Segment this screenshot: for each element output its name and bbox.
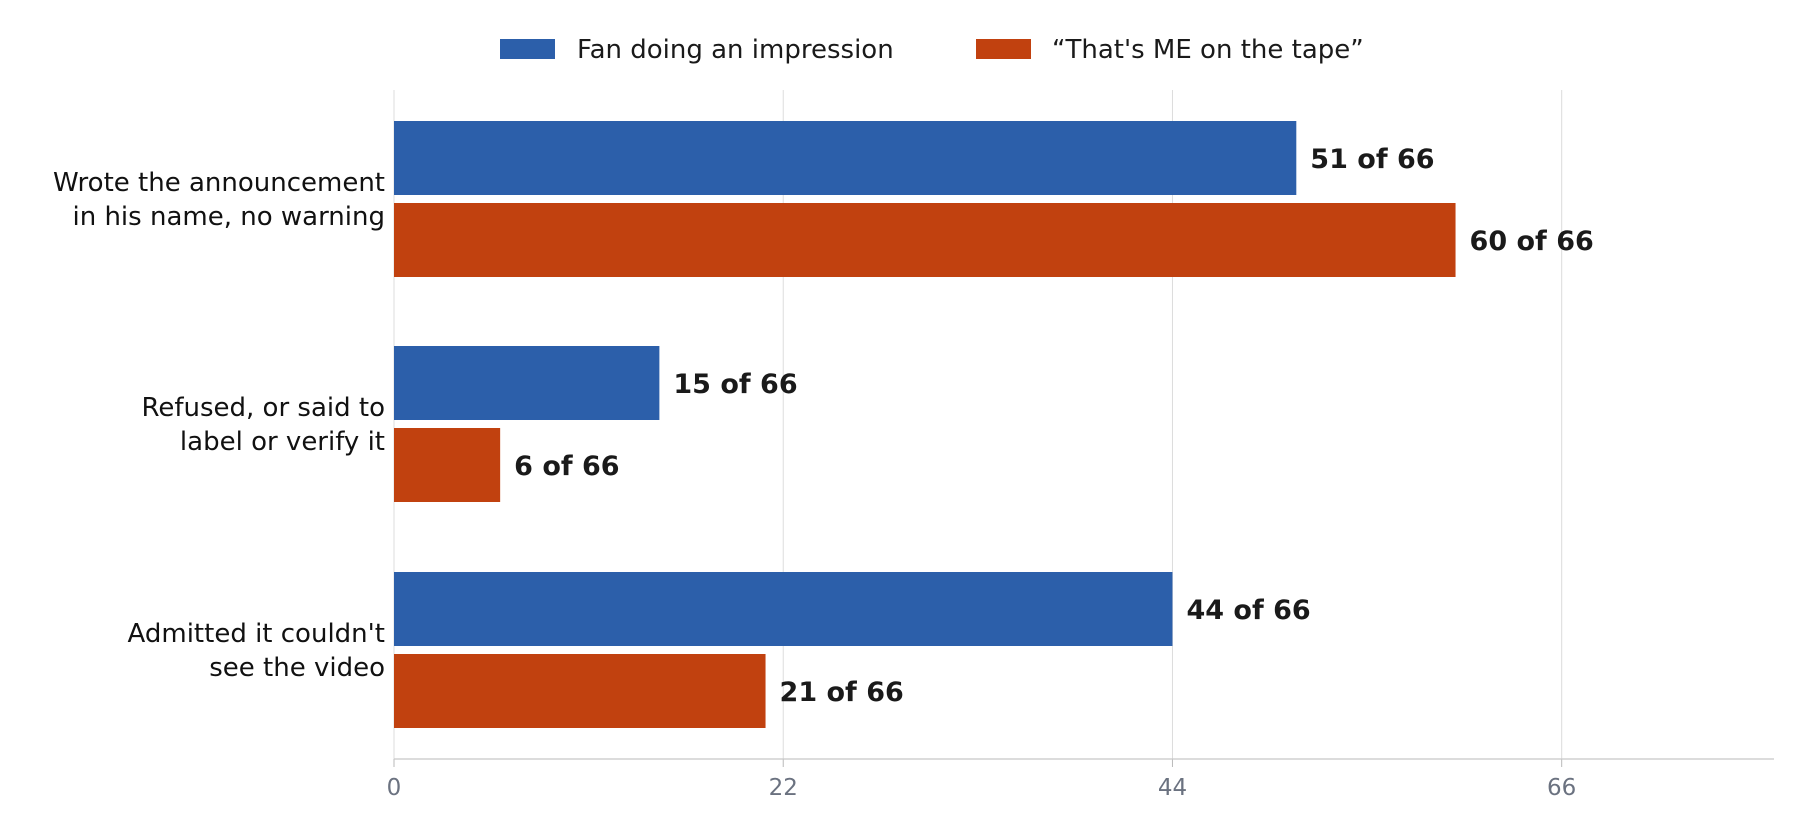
x-tick-label: 22: [769, 775, 798, 801]
category-label: label or verify it: [180, 427, 385, 457]
data-label: 21 of 66: [780, 677, 904, 708]
bar-series1-cat0: [394, 203, 1456, 277]
x-tick-label: 0: [387, 775, 402, 801]
x-axis: 0 22 44 66: [387, 758, 1774, 801]
legend-label: Fan doing an impression: [577, 35, 894, 65]
category-label: see the video: [209, 653, 385, 683]
legend-swatch-0: [500, 39, 555, 59]
legend-label: “That's ME on the tape”: [1052, 35, 1364, 65]
legend-swatch-1: [976, 39, 1031, 59]
category-label: Wrote the announcement: [53, 168, 385, 198]
x-tick-label: 66: [1547, 775, 1576, 801]
bars: [394, 121, 1456, 728]
data-label: 51 of 66: [1310, 144, 1434, 175]
legend: Fan doing an impression “That's ME on the…: [500, 35, 1364, 65]
data-labels: 51 of 66 15 of 66 44 of 66 60 of 66 6 of 66 2…: [514, 144, 1594, 708]
bar-series1-cat2: [394, 654, 766, 728]
data-label: 60 of 66: [1470, 226, 1594, 257]
category-label: Admitted it couldn't: [128, 619, 385, 649]
data-label: 15 of 66: [673, 369, 797, 400]
bar-series0-cat0: [394, 121, 1297, 195]
category-label: in his name, no warning: [72, 202, 385, 232]
bar-series0-cat2: [394, 572, 1173, 646]
gridlines: [393, 90, 1563, 759]
category-labels: Wrote the announcement in his name, no wa…: [53, 168, 385, 683]
data-label: 6 of 66: [514, 451, 619, 482]
category-label: Refused, or said to: [141, 393, 385, 423]
data-label: 44 of 66: [1186, 595, 1310, 626]
x-tick-label: 44: [1158, 775, 1187, 801]
bar-series0-cat1: [394, 346, 660, 420]
bar-series1-cat1: [394, 428, 501, 502]
